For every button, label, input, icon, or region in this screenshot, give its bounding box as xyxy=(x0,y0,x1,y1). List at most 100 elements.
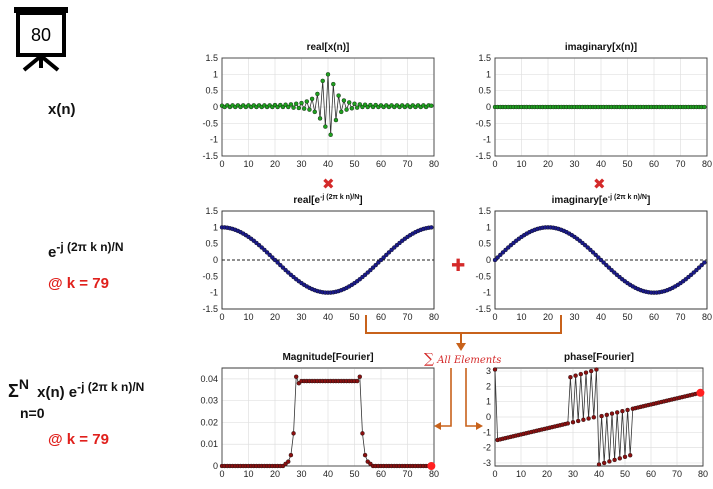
data-point xyxy=(315,91,320,97)
data-point xyxy=(570,420,576,425)
data-point xyxy=(429,103,434,108)
x-tick-label: 80 xyxy=(429,159,439,169)
x-tick-label: 80 xyxy=(702,312,712,322)
x-tick-label: 60 xyxy=(376,312,386,322)
data-point xyxy=(349,106,355,111)
data-point xyxy=(286,459,291,464)
data-point xyxy=(301,106,307,111)
signal-label: x(n) xyxy=(48,101,76,118)
y-tick-label: -3 xyxy=(483,458,491,468)
x-tick-label: 50 xyxy=(620,469,630,479)
data-point xyxy=(262,247,267,253)
data-point xyxy=(601,460,607,466)
data-point xyxy=(293,101,299,106)
x-tick-label: 20 xyxy=(270,312,280,322)
data-point xyxy=(344,107,349,112)
x-tick-label: 60 xyxy=(376,469,386,479)
data-point xyxy=(378,257,384,263)
y-tick-label: -0.5 xyxy=(202,271,218,281)
data-point xyxy=(381,255,386,260)
data-point xyxy=(370,265,376,270)
data-point xyxy=(264,250,270,255)
y-tick-label: -1 xyxy=(483,427,491,437)
y-tick-label: -1.5 xyxy=(202,151,218,161)
data-point xyxy=(307,107,312,112)
data-point xyxy=(596,255,601,260)
data-point xyxy=(317,116,323,121)
x-tick-label: 20 xyxy=(270,469,280,479)
sum-lower-limit: n=0 xyxy=(20,405,45,421)
data-point xyxy=(702,104,707,110)
x-tick-label: 80 xyxy=(429,312,439,322)
data-point xyxy=(386,250,392,255)
y-tick-label: 1.5 xyxy=(478,53,491,63)
sigma-symbol: Σ xyxy=(8,381,19,401)
x-tick-label: 40 xyxy=(323,159,333,169)
data-point xyxy=(612,457,617,463)
y-tick-label: 0 xyxy=(486,255,491,265)
x-tick-label: 40 xyxy=(596,312,606,322)
data-point xyxy=(591,415,597,420)
x-tick-label: 10 xyxy=(243,469,253,479)
x-tick-label: 50 xyxy=(349,159,359,169)
data-point xyxy=(609,411,615,416)
data-point xyxy=(325,72,331,77)
x-tick-label: 70 xyxy=(402,312,412,322)
chart-phase: phase[Fourier]0 10 20 30 40 50 60 70 803210-1-2-… xyxy=(483,352,708,479)
data-point xyxy=(346,100,352,105)
data-point xyxy=(702,260,707,265)
data-point xyxy=(694,267,699,273)
x-tick-label: 40 xyxy=(323,312,333,322)
y-tick-label: -0.5 xyxy=(475,271,491,281)
data-point xyxy=(291,105,296,110)
data-point xyxy=(288,102,294,107)
data-point xyxy=(581,417,586,422)
data-point xyxy=(588,247,593,253)
k-label-top: @ k = 79 xyxy=(48,275,109,292)
y-tick-label: 3 xyxy=(486,366,491,376)
plus-icon: ✚ xyxy=(451,256,466,276)
x-tick-label: 10 xyxy=(516,159,526,169)
data-point xyxy=(625,407,630,413)
x-tick-label: 30 xyxy=(569,159,579,169)
data-point xyxy=(354,105,360,110)
data-point xyxy=(362,452,368,458)
y-tick-label: -0.5 xyxy=(475,118,491,128)
y-tick-label: -1 xyxy=(483,288,491,298)
plot-frame xyxy=(221,367,435,467)
data-point xyxy=(492,367,498,372)
y-tick-label: 1.5 xyxy=(205,206,218,216)
y-tick-label: -1.5 xyxy=(475,304,491,314)
y-tick-label: -2 xyxy=(483,443,491,453)
y-tick-label: -0.5 xyxy=(202,118,218,128)
x-tick-label: 40 xyxy=(596,159,606,169)
x-tick-label: 50 xyxy=(622,159,632,169)
x-tick-label: 40 xyxy=(323,469,333,479)
x-tick-label: 50 xyxy=(349,469,359,479)
data-point xyxy=(583,370,589,375)
x-tick-label: 30 xyxy=(296,159,306,169)
exponential-label: e-j (2π k n)/N xyxy=(48,240,124,261)
data-point xyxy=(296,105,302,111)
chart-title: real[e-j (2π k n)/N] xyxy=(293,194,362,206)
y-tick-label: -1.5 xyxy=(475,151,491,161)
sum-expression: x(n) e xyxy=(37,384,78,401)
exponential-base: e xyxy=(48,244,57,261)
x-tick-label: 80 xyxy=(698,469,708,479)
data-point xyxy=(500,250,506,255)
x-tick-label: 70 xyxy=(672,469,682,479)
data-point xyxy=(293,374,299,379)
chart-real-x: real[x(n)] 0 10 20 30 40 50 60 70 80 1.5 1 0.5 0 -0.5 -… xyxy=(202,42,439,169)
sum-upper-limit: N xyxy=(18,376,29,392)
y-tick-label: -1 xyxy=(210,288,218,298)
data-point xyxy=(627,453,633,458)
data-point xyxy=(573,373,578,378)
data-point xyxy=(357,374,363,379)
x-tick-label: 70 xyxy=(675,312,685,322)
summation-label: ΣN x(n) e-j (2π k n)/N xyxy=(8,376,144,402)
data-point xyxy=(373,262,378,268)
x-tick-label: 10 xyxy=(243,159,253,169)
y-tick-label: 1 xyxy=(213,222,218,232)
chart-imaginary-x: imaginary[x(n)] 0 10 20 30 40 50 60 70 80 1.5 1 0.5 0… xyxy=(475,42,712,169)
